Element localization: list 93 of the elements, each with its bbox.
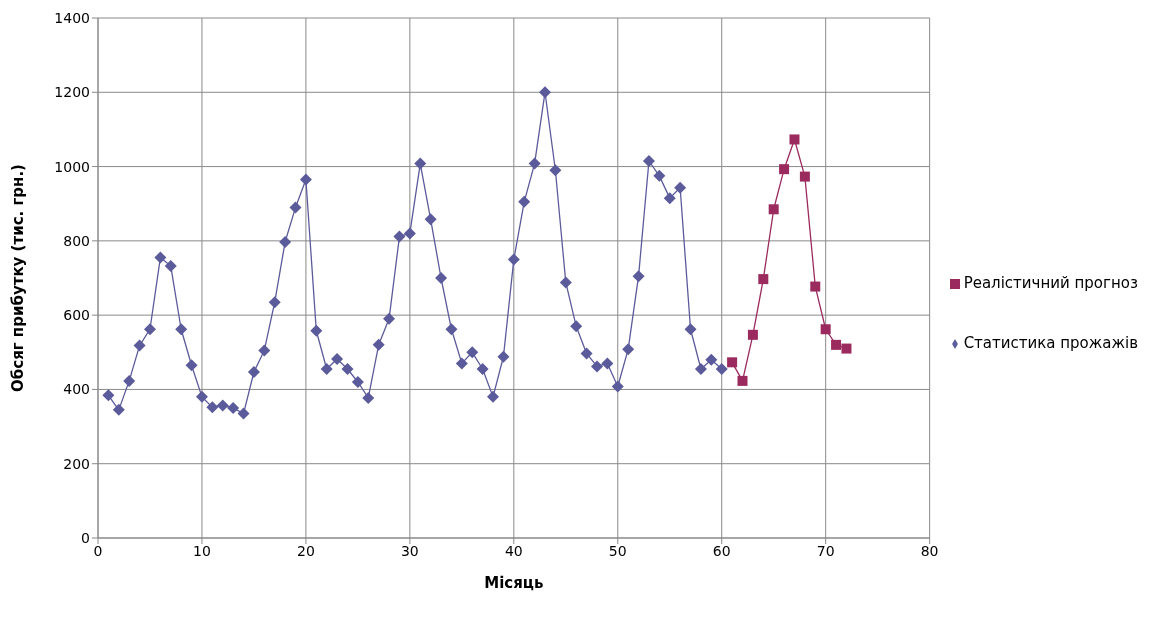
point: [747, 329, 758, 340]
point: [799, 171, 810, 182]
point: [424, 213, 437, 226]
point: [175, 323, 188, 336]
point: [133, 339, 146, 352]
point: [185, 359, 198, 372]
point: [279, 235, 292, 248]
point: [414, 157, 427, 170]
y-tick-label: 200: [63, 455, 90, 472]
point: [487, 390, 500, 403]
point: [727, 357, 738, 368]
point: [258, 344, 271, 357]
point: [758, 274, 769, 285]
point: [216, 399, 229, 412]
point: [351, 376, 364, 388]
point: [497, 350, 510, 363]
point: [143, 323, 156, 336]
x-tick-label: 50: [608, 542, 627, 559]
point: [549, 164, 562, 177]
point: [247, 365, 260, 378]
point: [841, 343, 852, 354]
x-tick-label: 80: [920, 542, 939, 559]
x-tick-label: 40: [504, 542, 523, 559]
point: [705, 353, 718, 366]
point: [310, 324, 323, 337]
point: [674, 181, 687, 194]
point: [820, 324, 831, 335]
point: [112, 403, 125, 416]
point: [789, 134, 800, 145]
point: [642, 155, 655, 167]
x-tick-label: 0: [93, 542, 103, 559]
point: [227, 402, 240, 414]
point: [611, 380, 624, 393]
point: [684, 323, 697, 336]
point: [320, 363, 333, 375]
point: [237, 407, 250, 420]
point: [518, 195, 531, 208]
point: [154, 251, 167, 264]
point: [331, 352, 344, 365]
y-tick-label: 800: [63, 232, 90, 249]
y-tick-label: 1200: [54, 84, 90, 101]
point: [206, 401, 219, 414]
point: [768, 204, 779, 215]
point: [559, 276, 572, 289]
point: [622, 343, 635, 356]
point: [653, 169, 666, 182]
x-axis-title: Місяць: [484, 574, 544, 592]
legend-label: Статистика прожажів: [963, 334, 1138, 352]
point: [528, 157, 541, 170]
point: [601, 357, 614, 370]
point: [831, 339, 842, 350]
x-tick-label: 20: [296, 542, 315, 559]
y-tick-label: 400: [63, 381, 90, 398]
x-tick-label: 30: [400, 542, 419, 559]
x-tick-label: 10: [193, 542, 211, 559]
point: [779, 164, 790, 175]
point: [102, 389, 115, 402]
point: [737, 375, 748, 386]
y-tick-label: 1400: [54, 9, 90, 26]
point: [299, 173, 312, 186]
point: [164, 260, 177, 273]
point: [372, 338, 385, 351]
point: [715, 363, 728, 375]
point: [632, 270, 645, 283]
point: [383, 312, 396, 325]
point: [570, 320, 583, 333]
y-tick-label: 600: [63, 307, 90, 324]
y-axis-title: Обсяг прибутку (тис. грн.): [9, 164, 28, 392]
x-tick-label: 70: [816, 542, 835, 559]
point: [403, 227, 416, 240]
point: [580, 347, 593, 360]
point: [455, 357, 468, 370]
x-tick-label: 60: [712, 542, 731, 559]
point: [289, 201, 302, 214]
y-tick-label: 1000: [54, 158, 90, 175]
point: [195, 390, 208, 403]
point: [362, 391, 375, 404]
point: [507, 253, 520, 266]
point: [123, 374, 136, 387]
point: [268, 296, 281, 309]
point: [663, 192, 676, 205]
point: [445, 323, 458, 336]
point: [393, 230, 406, 243]
y-tick-label: 0: [81, 529, 90, 546]
point: [476, 363, 489, 375]
point: [466, 346, 479, 359]
point: [810, 281, 821, 292]
point: [539, 86, 551, 99]
point: [435, 272, 448, 284]
point: [341, 363, 354, 375]
point: [694, 363, 707, 375]
point: [590, 360, 603, 373]
legend-label: Реалістичний прогноз: [963, 274, 1138, 292]
